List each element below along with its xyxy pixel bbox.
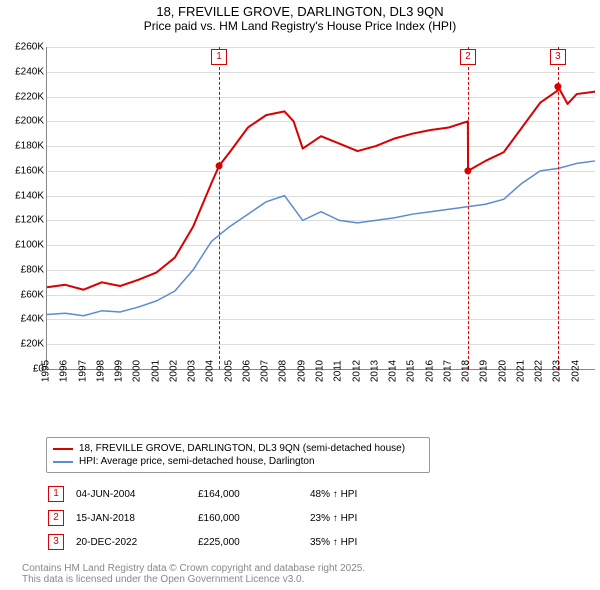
x-tick-label: 2020 — [497, 360, 508, 382]
x-tick-label: 2005 — [223, 360, 234, 382]
y-tick-label: £160K — [15, 165, 44, 176]
event-row: 3 20-DEC-2022£225,00035% ↑ HPI — [48, 531, 367, 553]
x-tick-label: 2001 — [150, 360, 161, 382]
x-tick-label: 1996 — [59, 360, 70, 382]
event-number-box: 3 — [48, 534, 64, 550]
event-price: £225,000 — [198, 531, 308, 553]
chart-title-line1: 18, FREVILLE GROVE, DARLINGTON, DL3 9QN — [0, 4, 600, 19]
x-tick-label: 1997 — [77, 360, 88, 382]
event-date: 15-JAN-2018 — [76, 507, 196, 529]
legend-label: 18, FREVILLE GROVE, DARLINGTON, DL3 9QN … — [79, 443, 405, 454]
event-hpi-delta: 23% ↑ HPI — [310, 507, 367, 529]
y-tick-label: £60K — [21, 289, 44, 300]
event-marker-line — [558, 47, 559, 369]
event-marker-box: 2 — [460, 49, 476, 65]
event-date: 04-JUN-2004 — [76, 483, 196, 505]
x-tick-label: 2018 — [461, 360, 472, 382]
chart-area: £0£20K£40K£60K£80K£100K£120K£140K£160K£1… — [0, 39, 600, 429]
x-tick-label: 2012 — [351, 360, 362, 382]
event-hpi-delta: 48% ↑ HPI — [310, 483, 367, 505]
x-axis: 1995199619971998199920002001200220032004… — [46, 369, 594, 409]
y-tick-label: £40K — [21, 314, 44, 325]
footer-line1: Contains HM Land Registry data © Crown c… — [22, 563, 600, 574]
plot-area: 1 2 3 — [46, 47, 595, 370]
x-tick-label: 2013 — [369, 360, 380, 382]
footer-attribution: Contains HM Land Registry data © Crown c… — [22, 563, 600, 585]
x-tick-label: 2009 — [296, 360, 307, 382]
x-tick-label: 2000 — [132, 360, 143, 382]
y-tick-label: £220K — [15, 91, 44, 102]
legend-item: HPI: Average price, semi-detached house,… — [53, 455, 423, 468]
event-marker-box: 3 — [550, 49, 566, 65]
x-tick-label: 2011 — [333, 360, 344, 382]
x-tick-label: 2004 — [205, 360, 216, 382]
event-row: 2 15-JAN-2018£160,00023% ↑ HPI — [48, 507, 367, 529]
series-hpi — [47, 161, 595, 316]
event-marker-line — [219, 47, 220, 369]
legend: 18, FREVILLE GROVE, DARLINGTON, DL3 9QN … — [46, 437, 430, 473]
x-tick-label: 2021 — [515, 360, 526, 382]
event-marker-box: 1 — [211, 49, 227, 65]
y-tick-label: £180K — [15, 141, 44, 152]
legend-swatch — [53, 448, 73, 450]
event-number-box: 1 — [48, 486, 64, 502]
x-tick-label: 2014 — [388, 360, 399, 382]
legend-swatch — [53, 461, 73, 463]
y-tick-label: £140K — [15, 190, 44, 201]
x-tick-label: 2015 — [406, 360, 417, 382]
x-tick-label: 2002 — [168, 360, 179, 382]
x-tick-label: 2008 — [278, 360, 289, 382]
y-tick-label: £80K — [21, 264, 44, 275]
x-tick-label: 2007 — [260, 360, 271, 382]
events-table: 1 04-JUN-2004£164,00048% ↑ HPI 2 15-JAN-201… — [46, 481, 369, 555]
event-hpi-delta: 35% ↑ HPI — [310, 531, 367, 553]
y-tick-label: £200K — [15, 116, 44, 127]
x-tick-label: 2024 — [570, 360, 581, 382]
legend-item: 18, FREVILLE GROVE, DARLINGTON, DL3 9QN … — [53, 442, 423, 455]
x-tick-label: 2017 — [442, 360, 453, 382]
event-marker-line — [468, 47, 469, 369]
y-tick-label: £100K — [15, 240, 44, 251]
series-price_paid — [47, 87, 595, 290]
x-tick-label: 2022 — [534, 360, 545, 382]
chart-title-line2: Price paid vs. HM Land Registry's House … — [0, 19, 600, 33]
y-tick-label: £120K — [15, 215, 44, 226]
event-price: £164,000 — [198, 483, 308, 505]
y-tick-label: £20K — [21, 339, 44, 350]
x-tick-label: 2023 — [552, 360, 563, 382]
x-tick-label: 1999 — [114, 360, 125, 382]
legend-label: HPI: Average price, semi-detached house,… — [79, 456, 315, 467]
y-tick-label: £260K — [15, 42, 44, 53]
x-tick-label: 2010 — [315, 360, 326, 382]
event-number-box: 2 — [48, 510, 64, 526]
y-axis: £0£20K£40K£60K£80K£100K£120K£140K£160K£1… — [0, 47, 46, 369]
y-tick-label: £240K — [15, 66, 44, 77]
event-row: 1 04-JUN-2004£164,00048% ↑ HPI — [48, 483, 367, 505]
x-tick-label: 2006 — [241, 360, 252, 382]
x-tick-label: 2003 — [187, 360, 198, 382]
line-layer — [47, 47, 595, 369]
x-tick-label: 1995 — [41, 360, 52, 382]
footer-line2: This data is licensed under the Open Gov… — [22, 574, 600, 585]
x-tick-label: 1998 — [95, 360, 106, 382]
event-price: £160,000 — [198, 507, 308, 529]
event-date: 20-DEC-2022 — [76, 531, 196, 553]
x-tick-label: 2019 — [479, 360, 490, 382]
x-tick-label: 2016 — [424, 360, 435, 382]
